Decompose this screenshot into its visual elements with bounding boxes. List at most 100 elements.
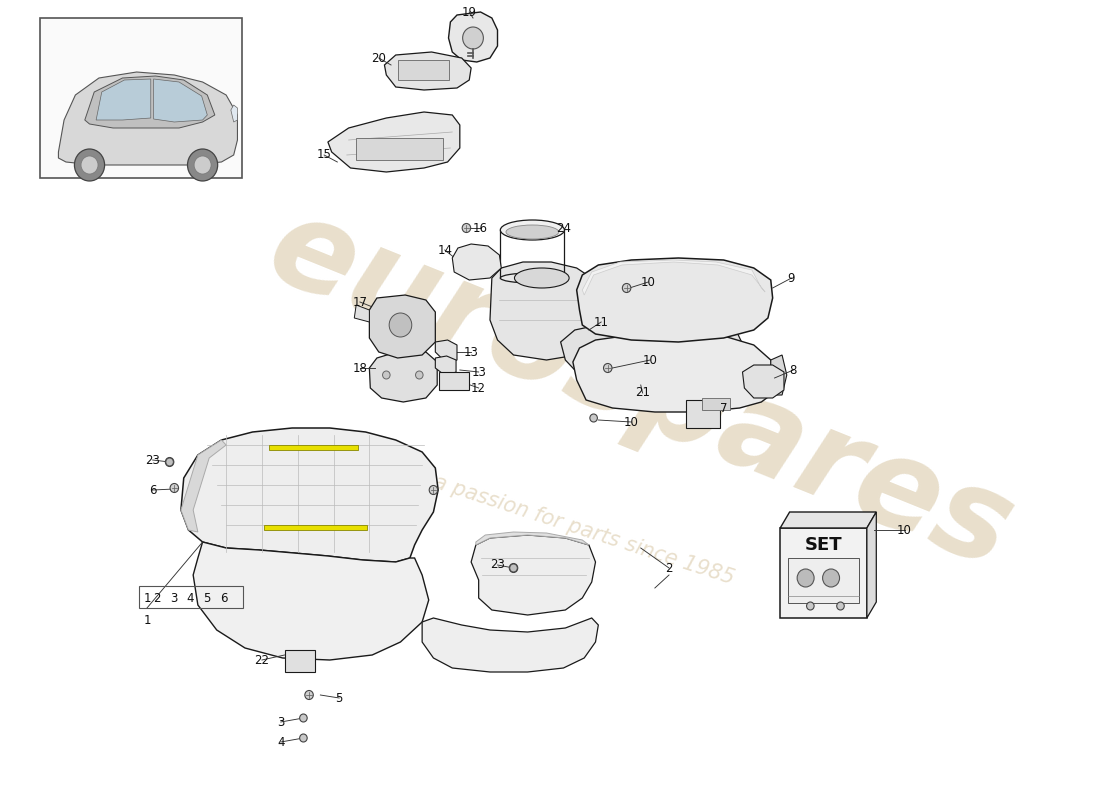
Text: 14: 14	[437, 243, 452, 257]
Polygon shape	[449, 12, 497, 62]
Text: 3: 3	[169, 591, 177, 605]
Circle shape	[187, 149, 218, 181]
Polygon shape	[436, 356, 456, 376]
Text: 11: 11	[594, 315, 608, 329]
Text: 18: 18	[352, 362, 367, 374]
Text: 8: 8	[790, 363, 798, 377]
Text: 5: 5	[336, 691, 343, 705]
Text: 12: 12	[471, 382, 486, 394]
Text: eurospares: eurospares	[252, 186, 1030, 594]
Polygon shape	[231, 105, 238, 122]
Text: 23: 23	[145, 454, 161, 466]
Polygon shape	[154, 79, 207, 122]
Polygon shape	[561, 320, 745, 386]
Circle shape	[194, 156, 211, 174]
Bar	[788, 558, 859, 603]
Polygon shape	[268, 445, 359, 450]
Circle shape	[837, 602, 845, 610]
Circle shape	[806, 602, 814, 610]
Circle shape	[305, 690, 314, 699]
Circle shape	[509, 564, 517, 572]
Polygon shape	[422, 618, 598, 672]
Circle shape	[383, 371, 390, 379]
Polygon shape	[780, 512, 877, 528]
Circle shape	[81, 156, 98, 174]
Text: a passion for parts since 1985: a passion for parts since 1985	[431, 472, 737, 588]
Polygon shape	[582, 260, 766, 295]
Text: 10: 10	[898, 523, 912, 537]
Polygon shape	[476, 532, 588, 545]
Polygon shape	[96, 79, 151, 120]
Polygon shape	[328, 112, 460, 172]
Text: 16: 16	[473, 222, 488, 234]
Text: 1: 1	[143, 591, 151, 605]
Text: 6: 6	[220, 591, 228, 605]
Polygon shape	[194, 542, 429, 660]
Circle shape	[509, 563, 518, 573]
Text: 4: 4	[277, 735, 285, 749]
Text: 2: 2	[153, 591, 161, 605]
Circle shape	[166, 458, 174, 466]
Polygon shape	[370, 295, 436, 358]
Polygon shape	[780, 528, 867, 618]
Polygon shape	[85, 76, 214, 128]
Polygon shape	[180, 428, 438, 562]
Text: 1: 1	[143, 614, 151, 626]
Polygon shape	[867, 512, 877, 618]
Bar	[40, 18, 242, 178]
Text: 10: 10	[641, 275, 656, 289]
Text: 23: 23	[491, 558, 505, 571]
Polygon shape	[742, 365, 784, 398]
Circle shape	[798, 569, 814, 587]
Bar	[356, 138, 443, 160]
Polygon shape	[471, 535, 595, 615]
Text: 20: 20	[372, 51, 386, 65]
Text: 10: 10	[642, 354, 658, 366]
Text: 6: 6	[148, 483, 156, 497]
Text: 17: 17	[352, 295, 367, 309]
Polygon shape	[354, 305, 370, 322]
Bar	[397, 60, 450, 80]
Text: 10: 10	[624, 415, 639, 429]
Bar	[686, 400, 719, 428]
Text: 15: 15	[317, 149, 331, 162]
Text: 4: 4	[187, 591, 194, 605]
Bar	[285, 650, 315, 672]
Polygon shape	[490, 262, 594, 360]
Polygon shape	[771, 355, 786, 395]
Polygon shape	[58, 72, 238, 165]
Circle shape	[389, 313, 411, 337]
Text: SET: SET	[805, 536, 843, 554]
Ellipse shape	[506, 225, 559, 239]
Polygon shape	[370, 350, 437, 402]
Bar	[439, 372, 470, 390]
Circle shape	[299, 714, 307, 722]
Text: 9: 9	[788, 271, 795, 285]
Circle shape	[165, 458, 174, 466]
Ellipse shape	[515, 268, 569, 288]
Text: 22: 22	[254, 654, 270, 666]
Text: 21: 21	[635, 386, 650, 399]
Bar	[140, 586, 243, 608]
Text: 19: 19	[462, 6, 476, 18]
Polygon shape	[436, 340, 456, 364]
Circle shape	[416, 371, 424, 379]
Circle shape	[299, 734, 307, 742]
Polygon shape	[576, 258, 772, 342]
Polygon shape	[573, 333, 772, 412]
Text: 7: 7	[719, 402, 727, 414]
Circle shape	[823, 569, 839, 587]
Polygon shape	[384, 52, 471, 90]
Text: 3: 3	[277, 715, 285, 729]
Circle shape	[429, 486, 438, 494]
Polygon shape	[180, 440, 227, 532]
Text: 5: 5	[204, 591, 211, 605]
Polygon shape	[264, 525, 367, 530]
Text: 24: 24	[556, 222, 571, 234]
Circle shape	[623, 283, 630, 293]
Bar	[702, 398, 730, 410]
Ellipse shape	[500, 220, 564, 240]
Polygon shape	[452, 244, 502, 280]
Circle shape	[604, 363, 612, 373]
Circle shape	[170, 483, 178, 493]
